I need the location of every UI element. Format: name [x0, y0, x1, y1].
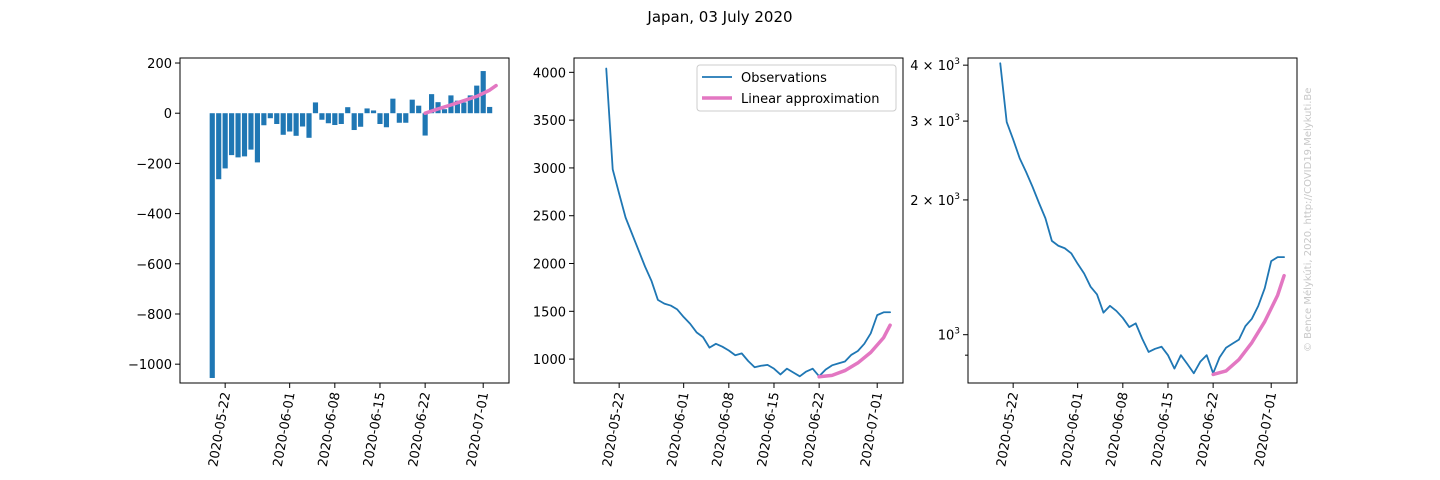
bar — [235, 113, 241, 158]
bar — [222, 113, 228, 169]
bar — [319, 113, 325, 120]
bar — [293, 113, 299, 136]
y-tick-label: 3 × 103 — [910, 113, 960, 130]
x-tick-label: 2020-05-22 — [994, 391, 1022, 468]
y-tick-label: 2 × 103 — [910, 192, 960, 209]
x-tick-label: 2020-06-01 — [271, 391, 299, 468]
bar — [370, 110, 377, 114]
x-tick-label: 2020-07-01 — [1252, 391, 1280, 468]
bar — [345, 107, 351, 114]
bar — [364, 108, 370, 114]
y-tick-label: 1500 — [533, 305, 566, 320]
observations-log-chart: 4 × 103 3 × 103 2 × 103 103 2020-05-22 2020-0… — [910, 57, 1298, 468]
axes-frame — [967, 57, 1298, 384]
y-tick-label: 200 — [147, 57, 172, 72]
x-tick-label: 2020-05-22 — [600, 391, 628, 468]
bar — [332, 113, 338, 126]
bar — [487, 106, 493, 114]
bar — [390, 98, 396, 114]
y-tick-label: 1000 — [533, 353, 566, 368]
legend: Observations Linear approximation — [696, 64, 897, 112]
daily-change-bar-chart: 200 0 −200 −400 −600 −800 −1000 2020-05-22 2020-… — [128, 57, 510, 468]
x-tick-label: 2020-07-01 — [858, 391, 886, 468]
y-tick-label: 3500 — [533, 114, 566, 129]
y-tick-label: −600 — [136, 258, 172, 273]
approximation-line — [817, 323, 892, 379]
y-tick-label: 2500 — [533, 210, 566, 225]
bar — [280, 113, 286, 135]
bar — [216, 113, 222, 180]
y-tick-label: −200 — [136, 157, 172, 172]
x-tick-label: 2020-06-01 — [665, 391, 693, 468]
y-tick-label: 3000 — [533, 162, 566, 177]
bar — [422, 113, 428, 136]
legend-frame — [696, 64, 897, 112]
x-tick-label: 2020-06-22 — [406, 391, 434, 468]
x-tick-label: 2020-06-15 — [1149, 391, 1177, 468]
axes-frame — [179, 57, 510, 384]
axes-frame — [573, 57, 904, 384]
bar — [403, 113, 409, 123]
watermark: © Bence Mélykúti, 2020. http://COVID19.M… — [1302, 88, 1314, 352]
x-tick-label: 2020-06-01 — [1059, 391, 1087, 468]
bar — [312, 102, 319, 114]
legend-label: Linear approximation — [741, 92, 879, 107]
bar — [441, 109, 448, 114]
bar — [351, 113, 357, 131]
bar — [396, 113, 402, 123]
bar — [248, 113, 254, 150]
bar — [254, 113, 260, 163]
figure-title: Japan, 03 July 2020 — [646, 8, 792, 26]
bar — [306, 113, 312, 138]
x-tick-label: 2020-06-15 — [755, 391, 783, 468]
x-tick-label: 2020-06-08 — [316, 391, 344, 468]
bar — [299, 113, 306, 127]
bar — [267, 113, 273, 119]
bar — [274, 113, 280, 124]
y-tick-label: 0 — [164, 107, 172, 122]
observations-line — [605, 67, 891, 378]
bar — [287, 113, 293, 132]
bar — [358, 113, 364, 127]
bar — [383, 113, 390, 128]
x-tick-label: 2020-06-22 — [800, 391, 828, 468]
bar — [377, 113, 383, 124]
bar — [409, 99, 415, 114]
x-tick-label: 2020-06-22 — [1194, 391, 1222, 468]
bar — [338, 113, 344, 124]
x-tick-label: 2020-07-01 — [464, 391, 492, 468]
y-tick-label: 4 × 103 — [910, 57, 960, 74]
bar — [241, 113, 248, 157]
x-tick-label: 2020-06-15 — [361, 391, 389, 468]
x-tick-label: 2020-06-08 — [710, 391, 738, 468]
legend-label: Observations — [741, 71, 827, 86]
y-tick-label: −1000 — [128, 358, 172, 373]
observations-line-chart: 4000 3500 3000 2500 2000 1500 1000 2020-05-22 20… — [533, 57, 904, 468]
y-tick-label: 103 — [938, 327, 960, 344]
bar — [454, 100, 460, 114]
y-tick-label: −800 — [136, 308, 172, 323]
bar — [474, 85, 480, 114]
y-tick-label: −400 — [136, 208, 172, 223]
observations-line — [999, 62, 1285, 375]
y-tick-label: 4000 — [533, 66, 566, 81]
x-tick-label: 2020-05-22 — [206, 391, 234, 468]
bar — [429, 94, 435, 114]
approximation-line — [423, 83, 498, 115]
bar — [229, 113, 235, 156]
bar — [209, 113, 215, 378]
bar — [325, 113, 331, 124]
bar — [261, 113, 267, 126]
y-tick-label: 2000 — [533, 258, 566, 273]
bar — [416, 105, 422, 114]
bar — [467, 95, 473, 114]
bar — [461, 102, 467, 114]
approximation-line — [1211, 273, 1286, 377]
x-tick-label: 2020-06-08 — [1104, 391, 1132, 468]
